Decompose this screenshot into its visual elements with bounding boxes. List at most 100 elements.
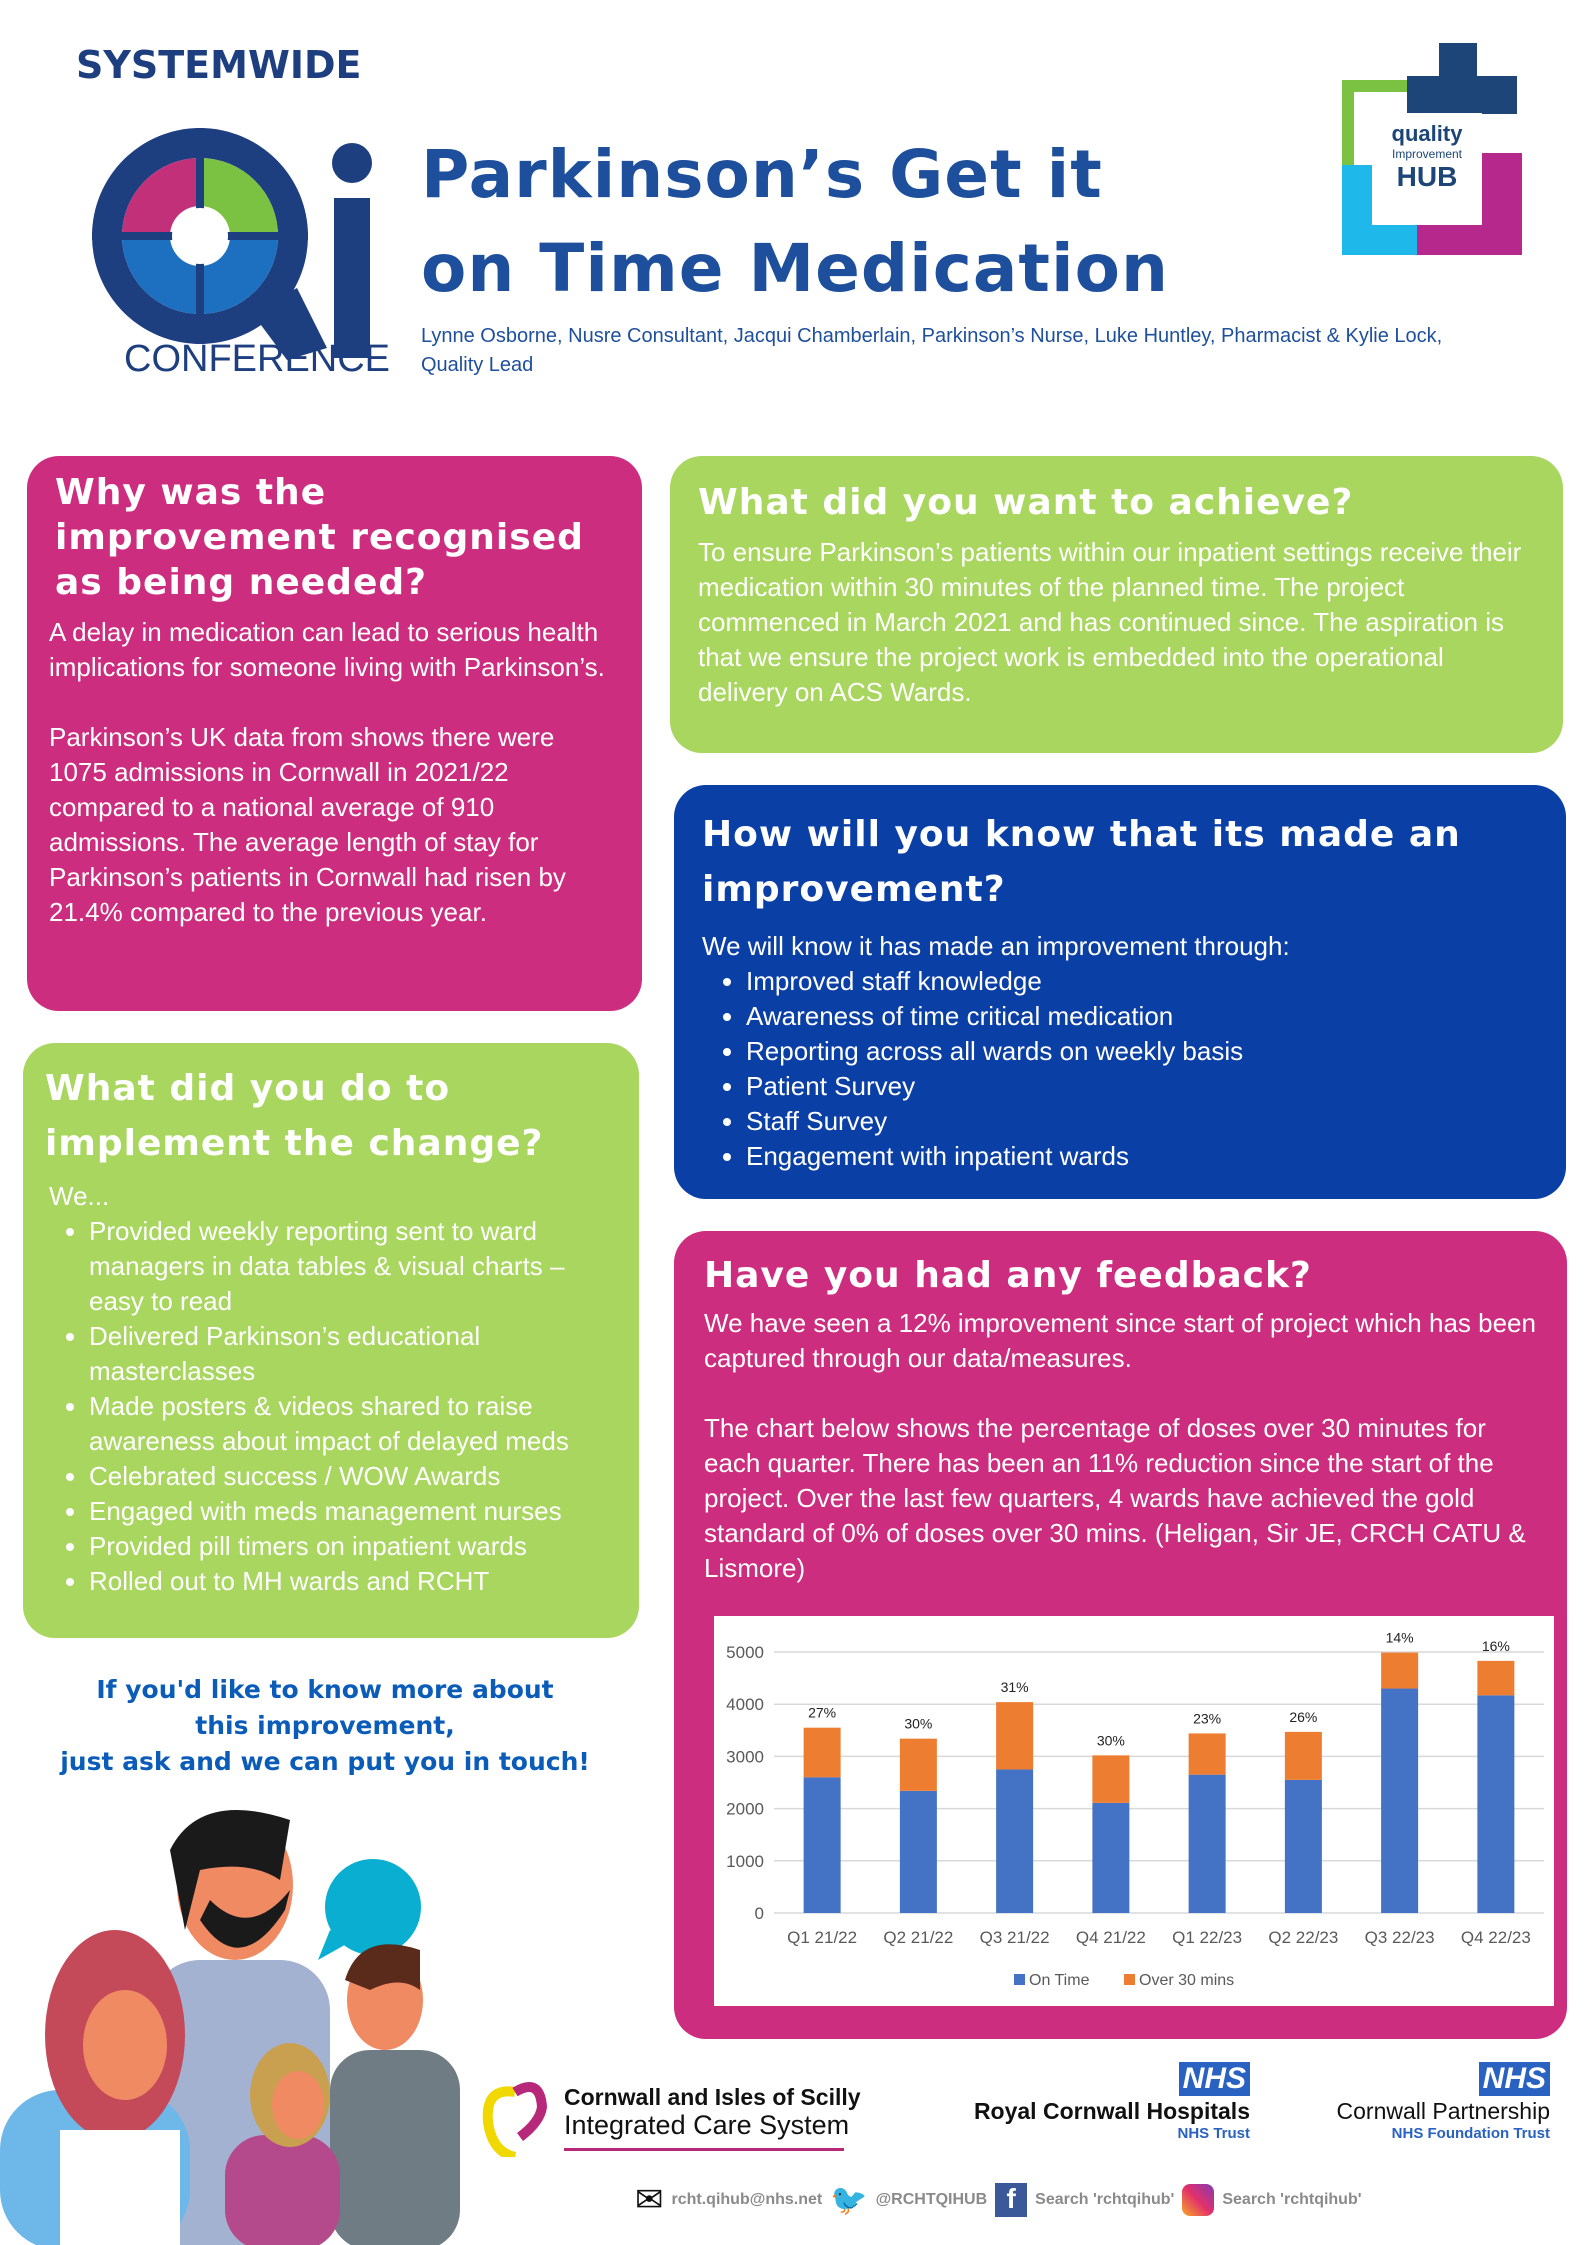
list-item: Engaged with meds management nurses [89,1494,615,1529]
bar-over-30-mins [899,1738,937,1791]
page-title: Parkinson’s Get it on Time Medication [421,128,1321,316]
bar-on-time [899,1790,937,1913]
instagram-icon[interactable] [1182,2184,1215,2216]
data-label: 14% [1386,1630,1414,1646]
nhs-logo: NHS [1478,2062,1550,2096]
hub-text-3: HUB [1396,161,1458,192]
nhs-logo: NHS [1178,2062,1250,2096]
data-label: 23% [1193,1710,1221,1726]
data-label: 27% [808,1705,836,1721]
ics-logo: Cornwall and Isles of Scilly Integrated … [480,2082,861,2162]
implement-heading: What did you do to implement the change? [45,1068,544,1164]
email-icon: ✉ [635,2181,664,2219]
bar-on-time [803,1777,841,1913]
ics-heart-icon [482,2082,548,2157]
why-paragraph-2: Parkinson’s UK data from shows there wer… [49,722,566,927]
email-link[interactable]: rcht.qihub@nhs.net [671,2191,823,2208]
y-tick-label: 3000 [726,1747,764,1766]
why-section: Why was the improvement recognised as be… [27,456,642,1011]
rch-sub: NHS Trust [1177,2125,1250,2142]
data-label: 26% [1289,1709,1317,1725]
stacked-bar-chart: 0 1000 2000 3000 4000 5000 27% Q1 21/22 30% Q2 21… [726,1630,1544,1989]
title-line-2: on Time Medication [421,230,1169,307]
y-tick-label: 0 [755,1904,764,1923]
list-item: Provided pill timers on inpatient wards [89,1529,615,1564]
x-tick-label: Q4 22/23 [1461,1928,1531,1947]
feedback-paragraph-2: The chart below shows the percentage of … [704,1412,1526,1583]
social-row: ✉ rcht.qihub@nhs.net 🐦 @RCHTQIHUB f Sear… [635,2180,1362,2220]
x-tick-label: Q1 21/22 [787,1928,857,1947]
qi-logo-graphic [92,128,372,360]
achieve-heading: What did you want to achieve? [698,482,1354,523]
y-tick-label: 4000 [726,1695,764,1714]
logo-bottom-text: CONFERENCE [124,338,391,380]
legend-label: On Time [1029,1972,1090,1989]
bar-over-30-mins [1477,1660,1515,1696]
twitter-link[interactable]: @RCHTQIHUB [875,2191,988,2208]
data-label: 16% [1482,1638,1510,1654]
bar-on-time [1092,1802,1130,1913]
cp-logo: NHS Cornwall Partnership NHS Foundation … [1260,2062,1550,2142]
y-tick-label: 2000 [726,1800,764,1819]
measure-intro: We will know it has made an improvement … [702,931,1290,961]
facebook-link[interactable]: Search 'rchtqihub' [1035,2191,1175,2208]
list-item: Patient Survey [746,1069,1538,1104]
ics-name-1: Cornwall and Isles of Scilly [564,2084,861,2110]
list-item: Celebrated success / WOW Awards [89,1459,615,1494]
contact-line-1: If you'd like to know more about this im… [96,1675,554,1740]
rch-logo: NHS Royal Cornwall Hospitals NHS Trust [930,2062,1250,2142]
why-heading: Why was the improvement recognised as be… [55,472,584,603]
legend-label: Over 30 mins [1139,1972,1234,1989]
authors: Lynne Osborne, Nusre Consultant, Jacqui … [421,325,1443,376]
measure-list: Improved staff knowledgeAwareness of tim… [702,964,1538,1174]
list-item: Improved staff knowledge [746,964,1538,999]
x-tick-label: Q3 21/22 [980,1928,1050,1947]
rch-name: Royal Cornwall Hospitals [973,2098,1250,2124]
implement-list: Provided weekly reporting sent to ward m… [45,1214,615,1599]
legend-swatch [1014,1974,1025,1985]
x-tick-label: Q1 22/23 [1172,1928,1242,1947]
x-tick-label: Q2 21/22 [883,1928,953,1947]
list-item: Provided weekly reporting sent to ward m… [89,1214,615,1319]
bar-over-30-mins [996,1702,1034,1770]
data-label: 31% [1001,1679,1029,1695]
list-item: Made posters & videos shared to raise aw… [89,1389,615,1459]
list-item: Delivered Parkinson’s educational master… [89,1319,615,1389]
hub-text-2: Improvement [1391,147,1463,161]
quality-improvement-hub-logo: quality Improvement HUB [1342,43,1547,255]
y-tick-label: 1000 [726,1852,764,1871]
why-paragraph-1: A delay in medication can lead to seriou… [49,617,605,682]
bar-on-time [1284,1779,1322,1913]
people-illustration [0,1810,460,2245]
x-tick-label: Q2 22/23 [1268,1928,1338,1947]
bar-over-30-mins [803,1727,841,1778]
instagram-link[interactable]: Search 'rchtqihub' [1222,2191,1362,2208]
bar-on-time [1188,1774,1226,1913]
implement-section: What did you do to implement the change?… [23,1043,639,1638]
measure-section: How will you know that its made an impro… [674,785,1566,1199]
bar-on-time [1381,1688,1419,1913]
bar-on-time [1477,1695,1515,1913]
measure-heading: How will you know that its made an impro… [702,814,1461,910]
bar-over-30-mins [1284,1731,1322,1780]
logo-top-text: SYSTEMWIDE [76,43,362,87]
cp-name: Cornwall Partnership [1336,2098,1550,2124]
bar-over-30-mins [1381,1652,1419,1689]
y-tick-label: 5000 [726,1643,764,1662]
facebook-icon[interactable]: f [995,2183,1028,2217]
achieve-paragraph: To ensure Parkinson’s patients within ou… [698,536,1522,707]
list-item: Awareness of time critical medication [746,999,1538,1034]
list-item: Staff Survey [746,1104,1538,1139]
hub-text-1: quality [1391,121,1463,146]
cp-sub: NHS Foundation Trust [1391,2125,1550,2142]
implement-intro: We... [49,1181,110,1211]
bar-over-30-mins [1188,1733,1226,1775]
data-label: 30% [1097,1732,1125,1748]
contact-line-2: just ask and we can put you in touch! [60,1747,590,1776]
feedback-paragraph-1: We have seen a 12% improvement since sta… [704,1307,1536,1373]
list-item: Rolled out to MH wards and RCHT [89,1564,615,1599]
twitter-icon[interactable]: 🐦 [830,2183,868,2217]
contact-message: If you'd like to know more about this im… [60,1672,590,1780]
qi-conference-logo: SYSTEMWIDE CONFERENCE [72,43,390,388]
x-tick-label: Q3 22/23 [1365,1928,1435,1947]
